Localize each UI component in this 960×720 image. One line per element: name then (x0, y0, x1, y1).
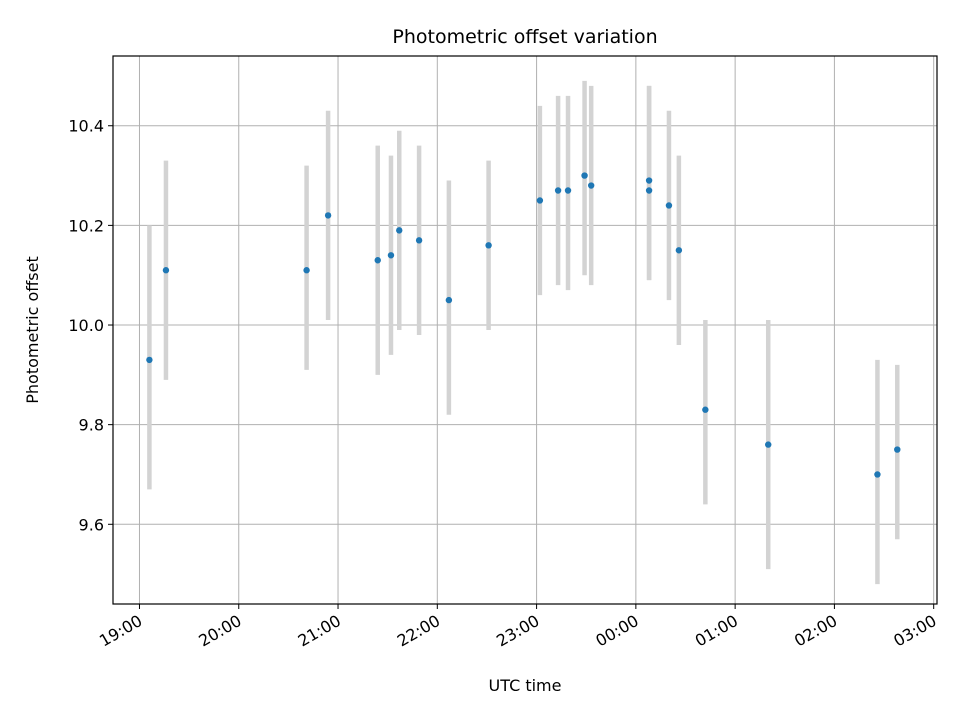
data-point (374, 257, 381, 264)
data-point (587, 182, 595, 189)
y-tick-label: 9.6 (79, 515, 104, 534)
data-point (387, 252, 395, 259)
data-point (581, 172, 588, 179)
y-tick-label: 10.4 (68, 117, 104, 136)
x-axis-title: UTC time (489, 676, 562, 695)
data-point (536, 197, 544, 204)
data-point (645, 177, 653, 184)
y-axis-title: Photometric offset (23, 256, 42, 404)
data-point (303, 267, 310, 274)
data-point (665, 202, 673, 209)
data-point (564, 187, 572, 194)
data-point (146, 356, 153, 364)
data-point (765, 441, 772, 448)
data-point (554, 187, 562, 194)
data-point (324, 212, 332, 219)
data-point (675, 247, 683, 254)
plot-frame (112, 55, 938, 605)
data-points (146, 172, 901, 478)
data-point (894, 446, 901, 453)
y-axis: 9.6 9.8 10.0 10.2 10.4 (68, 117, 113, 534)
data-point (396, 227, 403, 234)
data-point (162, 267, 170, 274)
data-point (415, 237, 423, 244)
y-tick-label: 10.2 (68, 216, 104, 235)
data-point (702, 406, 709, 413)
y-tick-label: 10.0 (68, 316, 104, 335)
data-point (874, 471, 881, 478)
data-point (645, 187, 653, 194)
chart-title: Photometric offset variation (392, 26, 657, 48)
data-point (445, 296, 453, 304)
data-point (485, 242, 492, 249)
y-tick-label: 9.8 (79, 416, 104, 435)
grid (113, 56, 937, 604)
